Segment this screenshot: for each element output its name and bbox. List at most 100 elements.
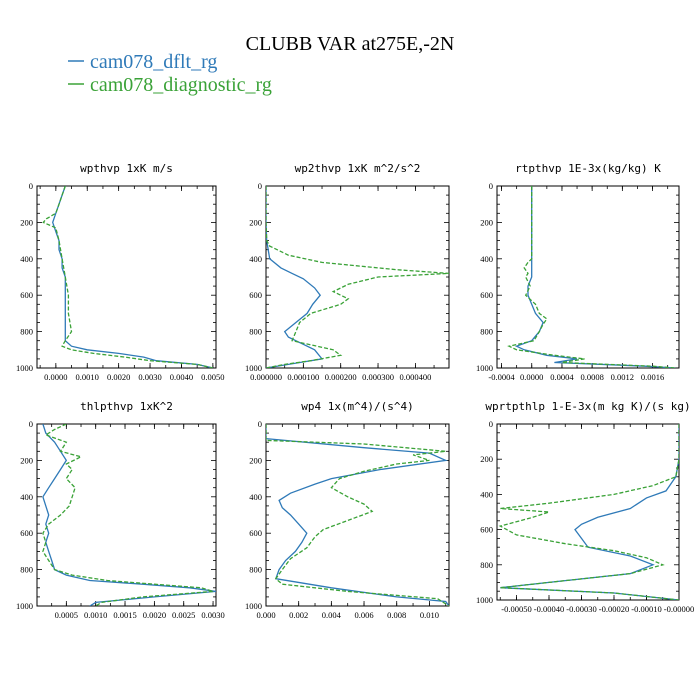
y-tick-label-wp2thvp: 1000 [245,363,262,373]
x-tick-label-wp4: 0.000 [256,610,275,620]
y-tick-label-wpthvp: 200 [20,217,33,227]
y-tick-label-wpthvp: 0 [29,181,33,191]
x-tick-label-rtpthvp: 0.0008 [580,372,603,382]
series-line-dflt-wprtpthlp [500,424,679,600]
panel-title-wpthvp: wpthvp 1xK m/s [80,162,173,175]
x-tick-label-rtpthvp: 0.0016 [641,372,664,382]
x-tick-label-wpthvp: 0.0020 [107,372,130,382]
x-tick-label-wp4: 0.002 [289,610,308,620]
y-tick-label-wp2thvp: 400 [249,254,262,264]
x-tick-label-wp4: 0.004 [322,610,342,620]
x-tick-label-thlpthvp: 0.0005 [55,610,78,620]
x-tick-label-rtpthvp: 0.0012 [611,372,634,382]
y-tick-label-wp2thvp: 800 [249,327,262,337]
y-tick-label-wpthvp: 1000 [16,363,33,373]
y-tick-label-wp2thvp: 600 [249,290,262,300]
figure-title: CLUBB VAR at275E,-2N [246,33,455,55]
y-tick-label-wp4: 400 [249,492,262,502]
y-tick-label-rtpthvp: 200 [480,217,493,227]
x-tick-label-wpthvp: 0.0050 [201,372,224,382]
series-line-diagnostic-thlpthvp [42,424,214,606]
x-tick-label-rtpthvp: 0.0004 [550,372,574,382]
series-line-dflt-rtpthvp [514,186,676,368]
series-line-diagnostic-wp2thvp [266,186,449,368]
x-tick-label-wpthvp: 0.0010 [76,372,99,382]
x-tick-label-thlpthvp: 0.0025 [172,610,195,620]
plot-frame-wpthvp [36,185,217,369]
x-tick-label-wprtpthlp: -0.00030 [566,604,596,614]
legend-entry-dflt: cam078_dflt_rg [68,51,217,73]
plot-frame-wp2thvp [265,185,450,369]
legend-entry-diagnostic: cam078_diagnostic_rg [68,74,272,96]
y-tick-label-rtpthvp: 800 [480,327,493,337]
x-tick-label-thlpthvp: 0.0015 [113,610,136,620]
y-tick-label-wp4: 800 [249,565,262,575]
series-line-dflt-wpthvp [52,186,214,368]
x-tick-label-wp2thvp: 0.000000 [250,372,282,382]
series-line-dflt-wp4 [266,424,449,606]
y-tick-label-wpthvp: 600 [20,290,33,300]
x-tick-label-wprtpthlp: -0.00020 [599,604,629,614]
series-line-diagnostic-wp4 [266,424,449,606]
y-tick-label-thlpthvp: 0 [29,419,33,429]
plot-frame-thlpthvp [36,423,217,607]
y-tick-label-wprtpthlp: 600 [480,525,493,535]
panel-title-rtpthvp: rtpthvp 1E-3x(kg/kg) K [515,162,661,175]
y-tick-label-wprtpthlp: 400 [480,489,493,499]
legend-label-diagnostic: cam078_diagnostic_rg [90,74,272,96]
y-tick-label-wp4: 600 [249,528,262,538]
panel-title-wp2thvp: wp2thvp 1xK m^2/s^2 [295,162,421,175]
x-tick-label-wpthvp: 0.0040 [170,372,193,382]
x-tick-label-wprtpthlp: -0.00000 [664,604,694,614]
x-tick-label-wp4: 0.006 [354,610,373,620]
y-tick-label-thlpthvp: 200 [20,455,33,465]
legend: cam078_dflt_rg cam078_diagnostic_rg [68,51,272,96]
panel-wprtpthlp: wprtpthlp 1-E-3x(m kg K)/(s kg) 0 200 400 60… [476,400,694,614]
series-line-diagnostic-wprtpthlp [498,424,679,600]
y-tick-label-wprtpthlp: 800 [480,560,493,570]
panel-title-wp4: wp4 1x(m^4)/(s^4) [301,400,414,413]
series-line-diagnostic-rtpthvp [507,186,676,368]
x-tick-label-wp4: 0.010 [420,610,439,620]
y-tick-label-thlpthvp: 1000 [16,601,33,611]
x-tick-label-thlpthvp: 0.0020 [143,610,166,620]
x-tick-label-wpthvp: 0.0000 [44,372,67,382]
y-tick-label-rtpthvp: 0 [489,181,493,191]
panel-wpthvp: wpthvp 1xK m/s 0 200 400 600 800 1000 0.0000 0.0… [16,162,225,382]
y-tick-label-wp4: 1000 [245,601,262,611]
y-tick-label-wp2thvp: 200 [249,217,262,227]
x-tick-label-wp2thvp: 0.000400 [399,372,431,382]
x-tick-label-wprtpthlp: -0.00010 [631,604,661,614]
x-tick-label-wpthvp: 0.0030 [138,372,161,382]
x-tick-label-wp2thvp: 0.000100 [287,372,319,382]
y-tick-label-thlpthvp: 800 [20,565,33,575]
x-tick-label-wp2thvp: 0.000200 [325,372,357,382]
x-tick-label-thlpthvp: 0.0010 [84,610,107,620]
x-tick-label-wp4: 0.008 [387,610,406,620]
y-tick-label-wp4: 0 [258,419,262,429]
y-tick-label-wpthvp: 400 [20,254,33,264]
x-tick-label-wp2thvp: 0.000300 [362,372,394,382]
y-tick-label-wprtpthlp: 1000 [476,595,493,605]
panel-thlpthvp: thlpthvp 1xK^2 0 200 400 600 800 1000 0.0005 0.0… [16,400,225,620]
y-tick-label-rtpthvp: 600 [480,290,493,300]
y-tick-label-wp4: 200 [249,455,262,465]
plot-frame-wp4 [265,423,450,607]
x-tick-label-rtpthvp: -0.0004 [488,372,515,382]
y-tick-label-rtpthvp: 1000 [476,363,493,373]
y-tick-label-wp2thvp: 0 [258,181,262,191]
panel-title-thlpthvp: thlpthvp 1xK^2 [80,400,173,413]
legend-label-dflt: cam078_dflt_rg [90,51,217,73]
y-tick-label-wprtpthlp: 200 [480,454,493,464]
plot-frame-wprtpthlp [496,423,680,601]
y-tick-label-rtpthvp: 400 [480,254,493,264]
panel-title-wprtpthlp: wprtpthlp 1-E-3x(m kg K)/(s kg) [485,400,690,413]
x-tick-label-wprtpthlp: -0.00050 [501,604,531,614]
series-line-dflt-wp2thvp [266,186,324,368]
x-tick-label-rtpthvp: 0.0000 [520,372,543,382]
x-tick-label-thlpthvp: 0.0030 [201,610,224,620]
panel-rtpthvp: rtpthvp 1E-3x(kg/kg) K 0 200 400 600 800 1000-… [476,162,680,382]
plot-frame-rtpthvp [496,185,680,369]
